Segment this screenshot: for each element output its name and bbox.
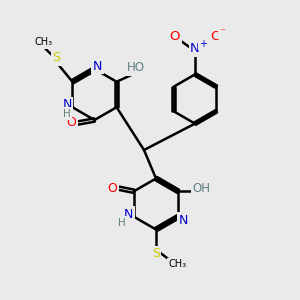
Text: N: N bbox=[62, 98, 72, 111]
Text: S: S bbox=[52, 51, 61, 64]
Text: O: O bbox=[107, 182, 117, 195]
Text: CH₃: CH₃ bbox=[169, 259, 187, 269]
Text: H: H bbox=[63, 109, 71, 119]
Text: OH: OH bbox=[192, 182, 210, 195]
Text: H: H bbox=[118, 218, 126, 228]
Text: O: O bbox=[210, 30, 220, 43]
Text: N: N bbox=[93, 59, 102, 73]
Text: HO: HO bbox=[127, 61, 145, 74]
Text: O: O bbox=[170, 30, 180, 43]
Text: +: + bbox=[200, 39, 207, 49]
Text: ⁻: ⁻ bbox=[219, 27, 225, 38]
Text: S: S bbox=[152, 247, 160, 260]
Text: N: N bbox=[179, 214, 188, 227]
Text: CH₃: CH₃ bbox=[35, 37, 53, 47]
Text: N: N bbox=[190, 42, 200, 56]
Text: O: O bbox=[67, 116, 76, 130]
Text: N: N bbox=[124, 208, 133, 221]
